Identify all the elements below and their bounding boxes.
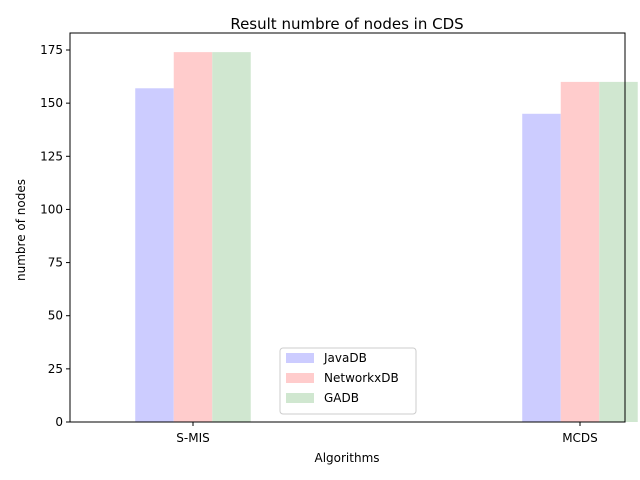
legend-label-networkxdb: NetworkxDB	[324, 371, 399, 385]
legend: JavaDB NetworkxDB GADB	[279, 347, 417, 415]
bar-networkxdb-mcds	[560, 81, 600, 422]
legend-label-javadb: JavaDB	[323, 351, 367, 365]
bar-gadb-s-mis	[212, 52, 251, 422]
bar-networkxdb-s-mis	[173, 52, 213, 422]
legend-swatch-javadb	[286, 353, 314, 363]
y-tick-label: 50	[48, 309, 63, 323]
y-tick-label: 25	[48, 362, 63, 376]
y-tick-label: 150	[40, 96, 63, 110]
legend-swatch-gadb	[286, 393, 314, 403]
chart-title: Result numbre of nodes in CDS	[230, 15, 463, 33]
legend-swatch-networkxdb	[286, 373, 314, 383]
x-tick-label: MCDS	[562, 431, 598, 445]
legend-label-gadb: GADB	[324, 391, 359, 405]
y-tick-label: 175	[40, 43, 63, 57]
y-tick-label: 125	[40, 149, 63, 163]
x-axis-label: Algorithms	[314, 451, 379, 465]
y-tick-label: 75	[48, 256, 63, 270]
y-tick-label: 100	[40, 202, 63, 216]
bar-javadb-s-mis	[135, 88, 174, 422]
bar-javadb-mcds	[522, 113, 561, 423]
x-axis: S-MIS MCDS	[176, 422, 598, 445]
y-axis: 0 25 50 75 100 125 150 175	[40, 43, 70, 429]
bar-gadb-mcds	[599, 81, 638, 422]
y-tick-label: 0	[55, 415, 63, 429]
plot-frame	[69, 32, 626, 423]
y-axis-label: numbre of nodes	[14, 179, 28, 281]
x-tick-label: S-MIS	[176, 431, 209, 445]
bars-group	[135, 52, 638, 423]
